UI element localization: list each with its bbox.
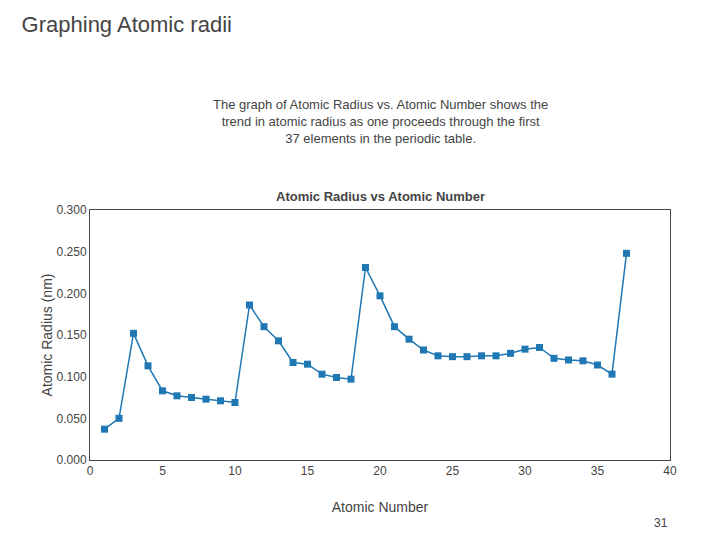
svg-text:0.050: 0.050 [57,412,87,426]
svg-text:0.100: 0.100 [57,370,87,384]
svg-text:0.200: 0.200 [57,287,87,301]
svg-text:40: 40 [663,464,677,478]
svg-text:31: 31 [654,516,668,530]
svg-text:0.250: 0.250 [57,245,87,259]
svg-text:Atomic Number: Atomic Number [332,499,429,515]
svg-text:35: 35 [591,464,605,478]
svg-text:0.150: 0.150 [57,328,87,342]
svg-text:Atomic Radius (nm): Atomic Radius (nm) [39,274,55,397]
svg-text:30: 30 [518,464,532,478]
svg-text:0.000: 0.000 [57,453,87,467]
svg-text:5: 5 [159,464,166,478]
svg-text:20: 20 [373,464,387,478]
svg-text:10: 10 [228,464,242,478]
svg-text:Atomic Radius vs Atomic Number: Atomic Radius vs Atomic Number [276,189,485,204]
svg-text:The graph of Atomic Radius vs.: The graph of Atomic Radius vs. Atomic Nu… [213,97,548,146]
svg-text:Graphing Atomic radii: Graphing Atomic radii [22,12,232,37]
svg-text:0: 0 [87,464,94,478]
svg-text:0.300: 0.300 [57,203,87,217]
svg-text:15: 15 [301,464,315,478]
svg-text:25: 25 [446,464,460,478]
